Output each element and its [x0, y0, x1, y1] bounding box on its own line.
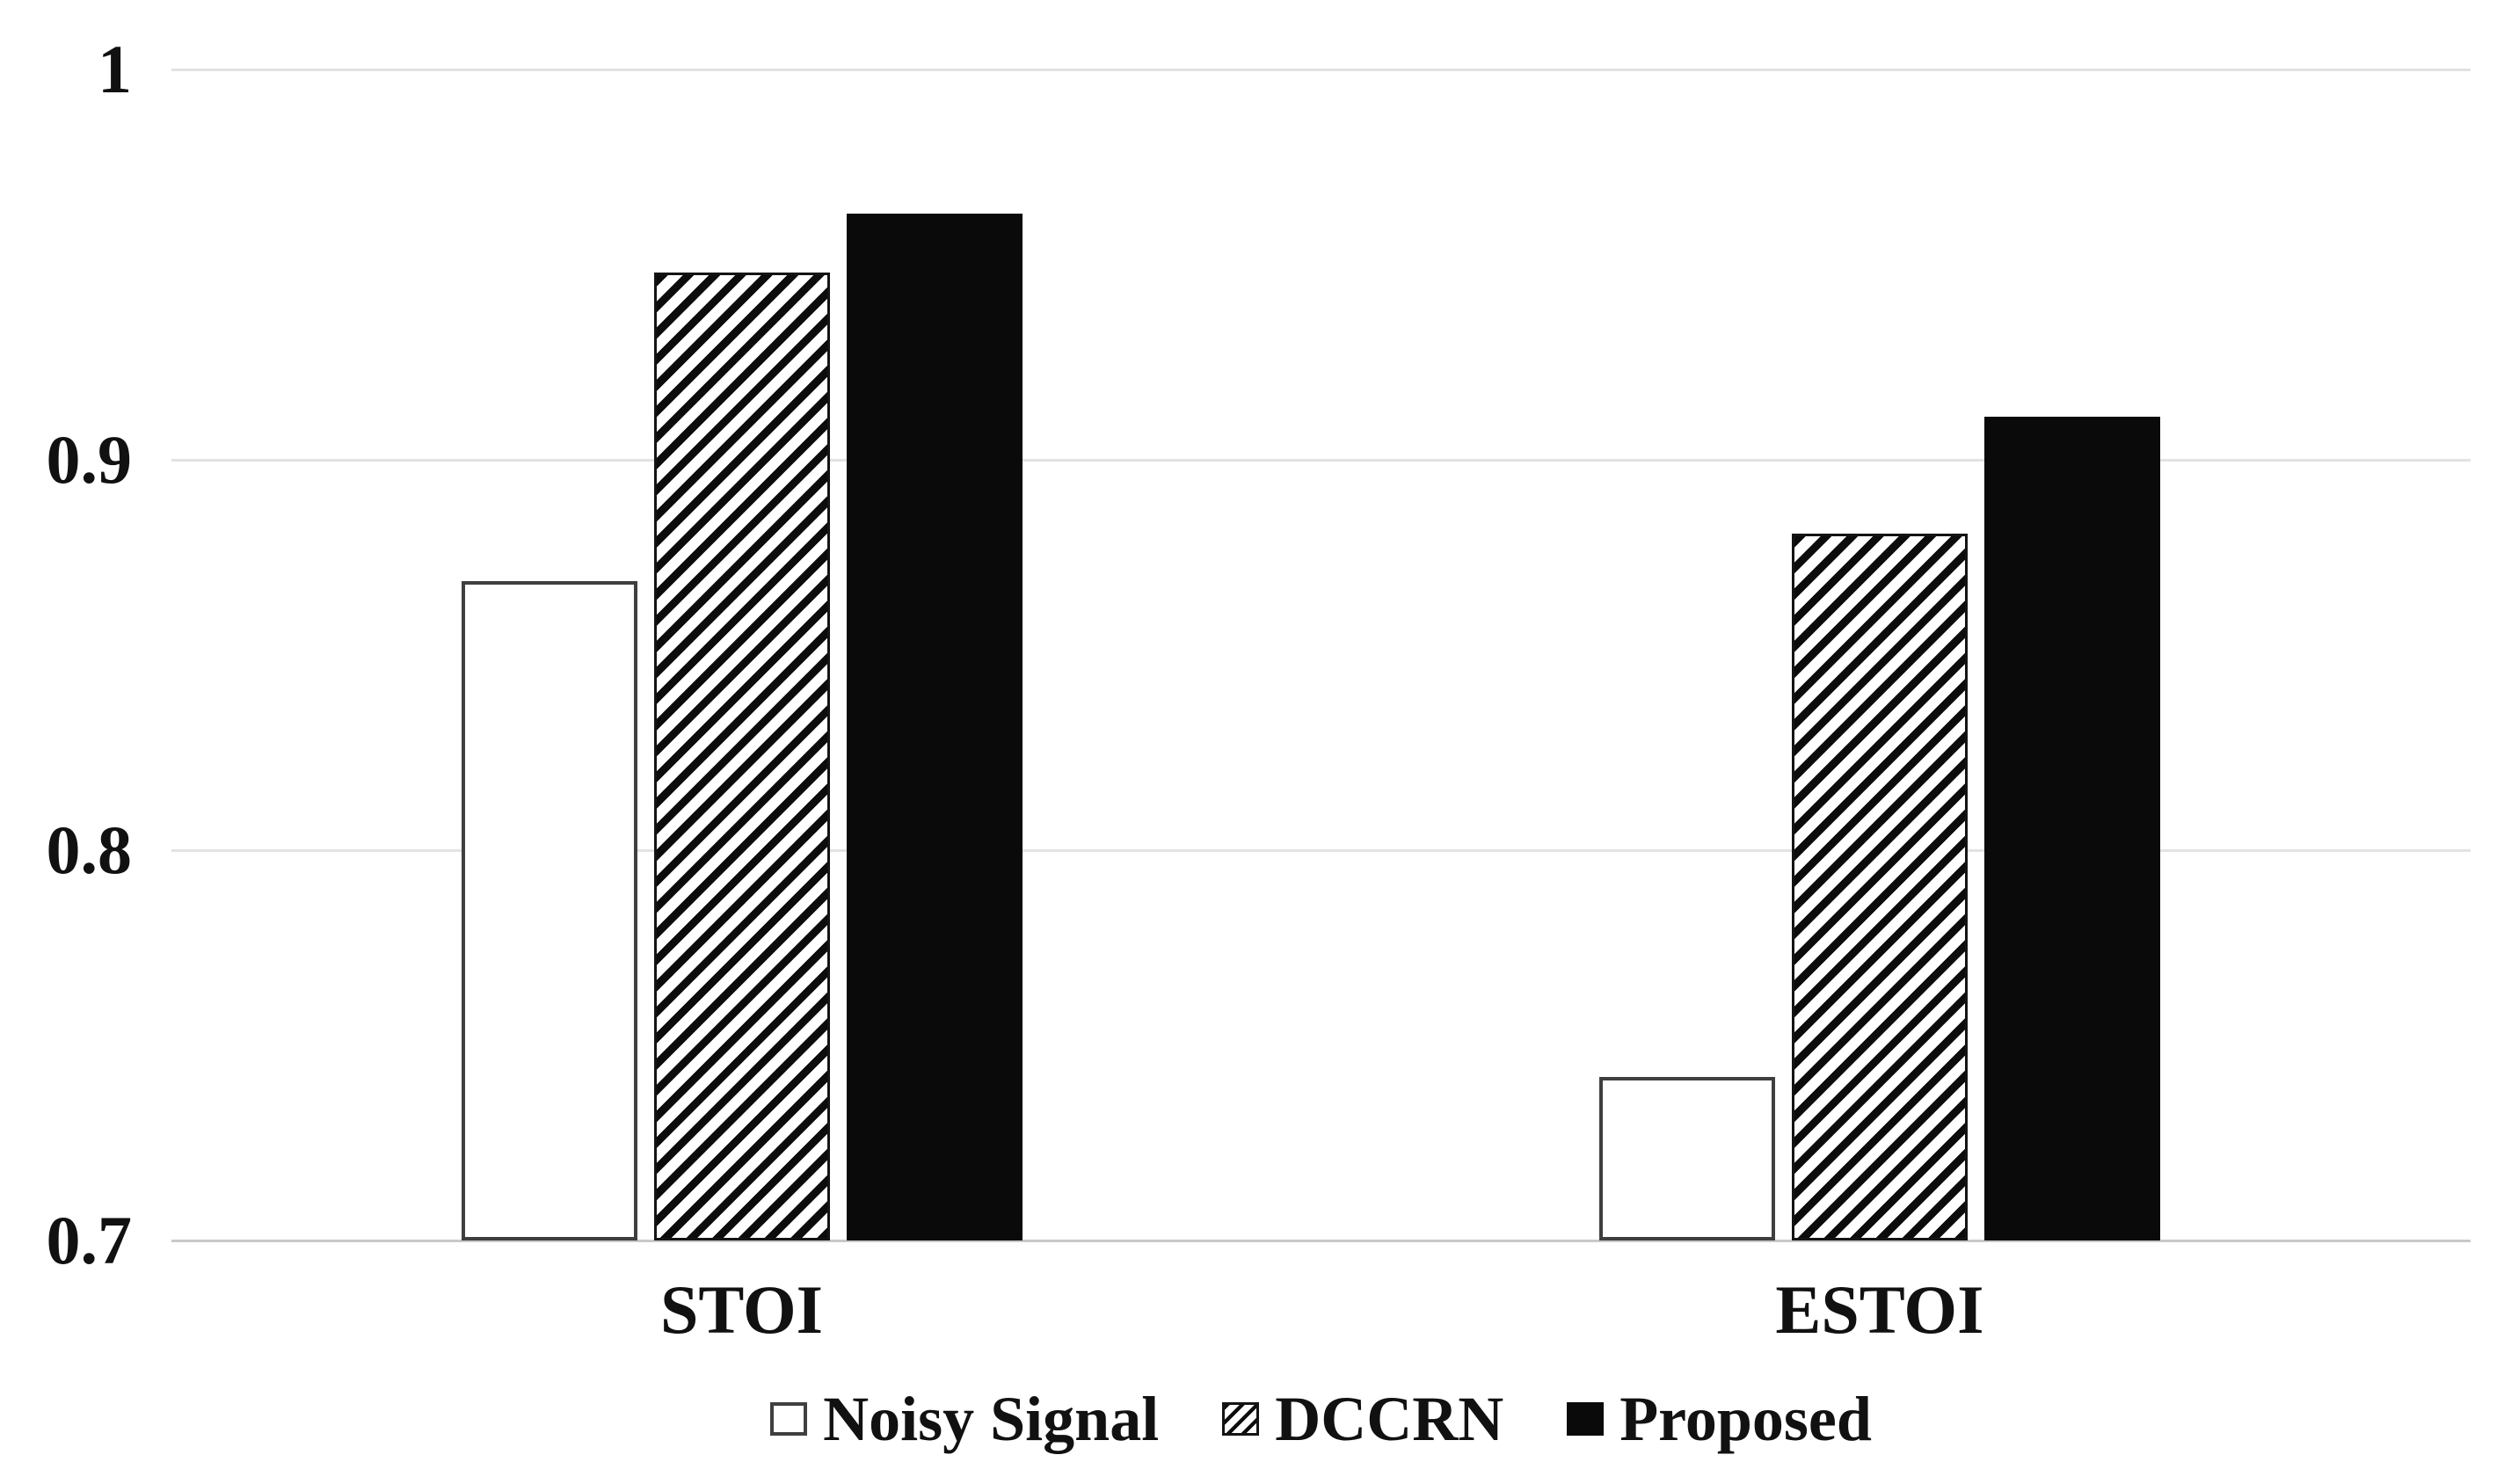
legend-label: Proposed: [1619, 1384, 1872, 1454]
x-axis-baseline: [171, 1240, 2471, 1242]
legend-item-proposed: Proposed: [1567, 1377, 1872, 1461]
bar-estoi-noisy-signal: [1598, 1076, 1775, 1240]
legend-swatch-hatched-icon: [1222, 1402, 1260, 1436]
legend-item-noisy-signal: Noisy Signal: [770, 1377, 1159, 1461]
x-category-label-estoi: ESTOI: [1775, 1271, 1984, 1348]
bar-estoi-proposed: [1983, 417, 2160, 1240]
legend-label: DCCRN: [1275, 1384, 1504, 1454]
chart-legend: Noisy Signal DCCRN Proposed: [171, 1377, 2471, 1461]
x-category-label-stoi: STOI: [660, 1271, 824, 1348]
legend-swatch-white-icon: [770, 1402, 808, 1436]
bar-stoi-noisy-signal: [461, 580, 637, 1240]
bar-stoi-dccrn: [653, 272, 830, 1240]
y-tick-label: 1: [98, 31, 132, 107]
y-gridline: [171, 459, 2471, 462]
y-tick-label: 0.9: [46, 421, 133, 498]
bar-stoi-proposed: [846, 214, 1023, 1240]
y-tick-label: 0.8: [46, 811, 133, 888]
y-gridline: [171, 69, 2471, 71]
y-gridline: [171, 849, 2471, 852]
legend-item-dccrn: DCCRN: [1222, 1377, 1503, 1461]
legend-label: Noisy Signal: [823, 1384, 1160, 1454]
y-tick-label: 0.7: [46, 1202, 133, 1278]
legend-swatch-black-icon: [1567, 1402, 1605, 1436]
bar-estoi-dccrn: [1791, 534, 1968, 1240]
